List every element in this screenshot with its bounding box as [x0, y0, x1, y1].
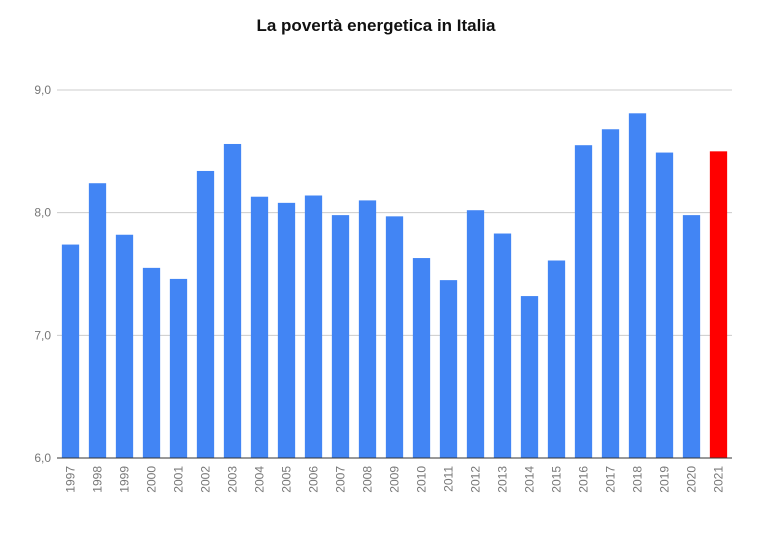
- bar-2001: [169, 278, 188, 458]
- x-tick-label: 2019: [658, 466, 672, 493]
- x-tick-label: 2007: [334, 466, 348, 493]
- bar-2002: [196, 170, 215, 458]
- y-tick-label: 8,0: [34, 206, 51, 220]
- bar-2013: [493, 233, 512, 458]
- bar-2005: [277, 202, 296, 458]
- x-tick-label: 2014: [523, 466, 537, 493]
- bar-2011: [439, 280, 458, 458]
- y-tick-label: 9,0: [34, 83, 51, 97]
- bars: [61, 113, 728, 459]
- x-tick-label: 2005: [280, 466, 294, 493]
- bar-2007: [331, 215, 350, 458]
- x-tick-label: 2015: [550, 466, 564, 493]
- x-tick-label: 2006: [307, 466, 321, 493]
- y-axis-ticks: 6,0 7,0 8,0 9,0: [34, 83, 51, 465]
- bar-2012: [466, 210, 485, 458]
- x-tick-label: 2009: [388, 466, 402, 493]
- bar-2018: [628, 113, 647, 458]
- x-tick-label: 2012: [469, 466, 483, 493]
- bar-2000: [142, 267, 161, 458]
- x-tick-label: 2003: [226, 466, 240, 493]
- x-axis-ticks: 1997 1998 1999 2000 2001 2002 2003 2004 2005 2006…: [64, 466, 726, 493]
- bar-1997: [61, 244, 80, 458]
- x-tick-label: 2004: [253, 466, 267, 493]
- y-tick-label: 7,0: [34, 328, 51, 342]
- bar-2010: [412, 258, 431, 458]
- bar-2004: [250, 196, 269, 458]
- bar-2017: [601, 129, 620, 458]
- bar-1998: [88, 183, 107, 458]
- bar-2003: [223, 143, 242, 458]
- bar-2020: [682, 215, 701, 458]
- x-tick-label: 2018: [631, 466, 645, 493]
- y-tick-label: 6,0: [34, 451, 51, 465]
- x-tick-label: 1997: [64, 466, 78, 493]
- x-tick-label: 1999: [118, 466, 132, 493]
- bar-2021: [709, 151, 728, 459]
- x-tick-label: 2010: [415, 466, 429, 493]
- bar-1999: [115, 234, 134, 458]
- x-tick-label: 2001: [172, 466, 186, 493]
- bar-2015: [547, 260, 566, 458]
- x-tick-label: 2021: [712, 466, 726, 493]
- bar-2006: [304, 195, 323, 458]
- bar-2009: [385, 216, 404, 458]
- chart-title: La povertà energetica in Italia: [256, 16, 496, 35]
- x-tick-label: 2002: [199, 466, 213, 493]
- x-tick-label: 2017: [604, 466, 618, 493]
- x-tick-label: 2016: [577, 466, 591, 493]
- bar-2014: [520, 296, 539, 458]
- x-tick-label: 1998: [91, 466, 105, 493]
- x-tick-label: 2013: [496, 466, 510, 493]
- bar-2016: [574, 145, 593, 458]
- x-tick-label: 2011: [442, 466, 456, 492]
- bar-2008: [358, 200, 377, 458]
- x-tick-label: 2000: [145, 466, 159, 493]
- bar-2019: [655, 152, 674, 458]
- x-tick-label: 2020: [685, 466, 699, 493]
- x-tick-label: 2008: [361, 466, 375, 493]
